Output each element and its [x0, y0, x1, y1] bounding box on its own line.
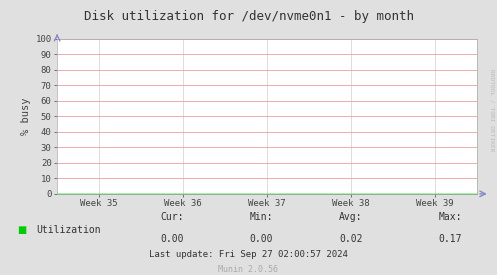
Text: RRDTOOL / TOBI OETIKER: RRDTOOL / TOBI OETIKER — [490, 69, 495, 151]
Text: Munin 2.0.56: Munin 2.0.56 — [219, 265, 278, 274]
Text: 0.00: 0.00 — [250, 234, 273, 244]
Y-axis label: % busy: % busy — [21, 97, 31, 135]
Text: ■: ■ — [17, 225, 27, 235]
Text: Cur:: Cur: — [161, 212, 184, 222]
Text: Min:: Min: — [250, 212, 273, 222]
Text: Last update: Fri Sep 27 02:00:57 2024: Last update: Fri Sep 27 02:00:57 2024 — [149, 250, 348, 259]
Text: Max:: Max: — [439, 212, 462, 222]
Text: Avg:: Avg: — [339, 212, 363, 222]
Text: 0.00: 0.00 — [161, 234, 184, 244]
Text: Disk utilization for /dev/nvme0n1 - by month: Disk utilization for /dev/nvme0n1 - by m… — [83, 10, 414, 23]
Text: Utilization: Utilization — [36, 225, 100, 235]
Text: 0.02: 0.02 — [339, 234, 363, 244]
Text: 0.17: 0.17 — [439, 234, 462, 244]
